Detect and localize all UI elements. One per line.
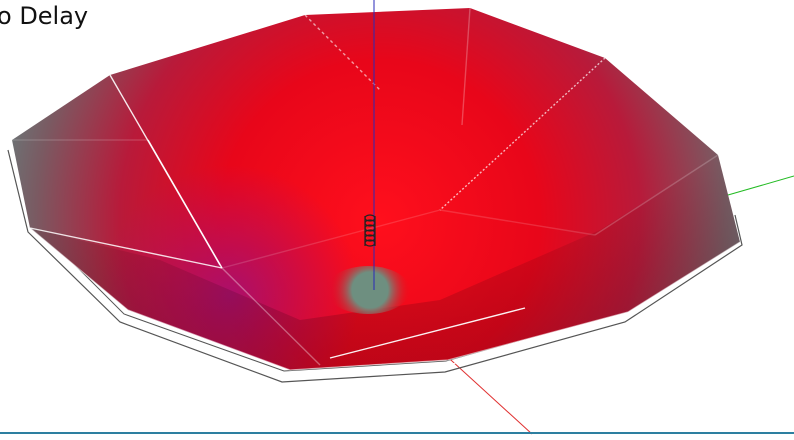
y-axis-line [727, 175, 794, 196]
helix-antenna-icon [364, 214, 376, 247]
dish-facets [12, 7, 719, 366]
feed-spot [326, 266, 410, 314]
wireframe-outline [7, 149, 743, 383]
caption-text: o Delay [0, 2, 89, 30]
bottom-divider [0, 432, 794, 434]
